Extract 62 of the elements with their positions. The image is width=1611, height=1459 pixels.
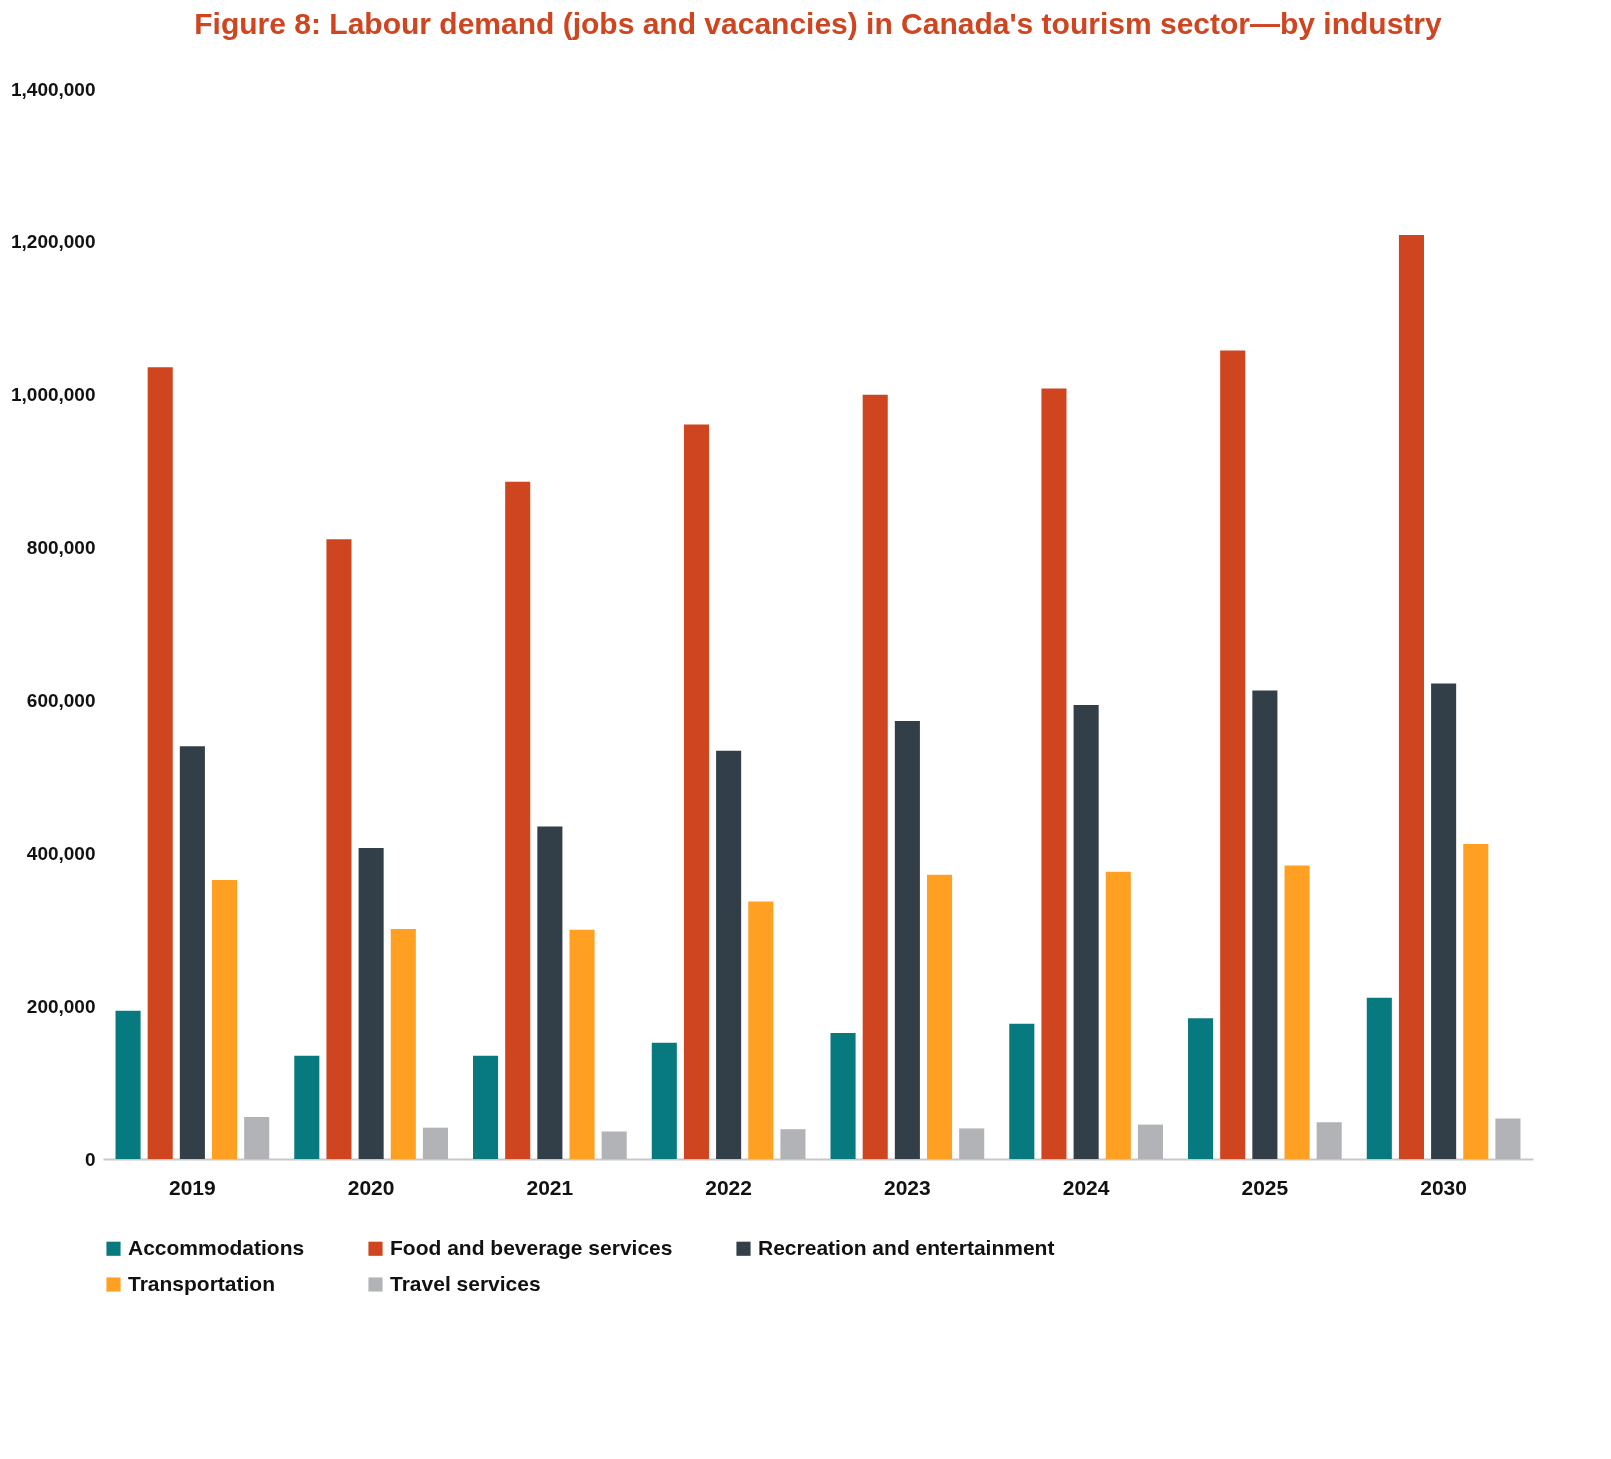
bar xyxy=(894,721,920,1159)
bar xyxy=(179,746,205,1159)
bar xyxy=(1284,865,1310,1159)
x-tick-label: 2020 xyxy=(347,1175,395,1199)
y-tick-label: 600,000 xyxy=(26,689,96,711)
x-tick-label: 2024 xyxy=(1062,1175,1110,1199)
bar xyxy=(1316,1122,1342,1159)
bar xyxy=(1188,1018,1214,1159)
bar xyxy=(390,928,416,1159)
bar xyxy=(473,1055,499,1159)
bar xyxy=(505,481,531,1159)
bar xyxy=(926,874,953,1159)
bar xyxy=(1398,234,1425,1159)
bar xyxy=(294,1055,320,1159)
bar xyxy=(862,394,888,1159)
y-tick-label: 1,400,000 xyxy=(10,78,96,100)
bar xyxy=(748,901,774,1159)
y-tick-label: 0 xyxy=(84,1148,96,1170)
bar xyxy=(422,1127,448,1159)
bar xyxy=(211,880,238,1159)
bar xyxy=(1105,871,1131,1159)
bar xyxy=(358,847,384,1159)
bar xyxy=(569,929,595,1159)
x-tick-label: 2019 xyxy=(169,1175,216,1199)
y-tick-label: 800,000 xyxy=(26,537,96,559)
bar xyxy=(244,1116,270,1159)
bar xyxy=(1366,997,1392,1159)
x-tick-label: 2030 xyxy=(1420,1175,1467,1199)
y-tick-label: 400,000 xyxy=(26,842,96,864)
legend-label: Transportation xyxy=(128,1271,276,1295)
bar xyxy=(1431,683,1457,1159)
bar xyxy=(1009,1023,1035,1159)
legend-label: Accommodations xyxy=(128,1235,305,1259)
bar xyxy=(780,1129,806,1159)
legend-label: Food and beverage services xyxy=(390,1235,673,1259)
chart-title: Figure 8: Labour demand (jobs and vacancies) in Canada's tourism sector—by industry xyxy=(194,7,1443,40)
x-tick-label: 2022 xyxy=(705,1175,752,1199)
bar xyxy=(683,424,710,1159)
y-tick-label: 200,000 xyxy=(26,995,96,1017)
bar xyxy=(1041,388,1067,1159)
x-tick-label: 2023 xyxy=(884,1175,931,1199)
bar xyxy=(1252,690,1278,1159)
bar xyxy=(601,1131,627,1159)
y-tick-label: 1,000,000 xyxy=(10,384,96,406)
bar xyxy=(1495,1118,1521,1159)
bar xyxy=(537,826,563,1159)
bar xyxy=(1220,350,1246,1159)
x-tick-label: 2025 xyxy=(1241,1175,1289,1199)
bar xyxy=(959,1128,985,1159)
bar xyxy=(651,1042,677,1159)
bar xyxy=(326,539,352,1159)
bar xyxy=(115,1010,141,1159)
bar xyxy=(830,1032,856,1159)
y-tick-label: 1,200,000 xyxy=(10,231,96,253)
legend-label: Recreation and entertainment xyxy=(758,1235,1055,1259)
legend-label: Travel services xyxy=(390,1271,541,1295)
bar xyxy=(716,750,742,1159)
bar xyxy=(147,367,173,1159)
bar xyxy=(1463,844,1489,1159)
bar xyxy=(1137,1124,1163,1159)
bar xyxy=(1073,705,1099,1159)
x-tick-label: 2021 xyxy=(526,1175,574,1199)
